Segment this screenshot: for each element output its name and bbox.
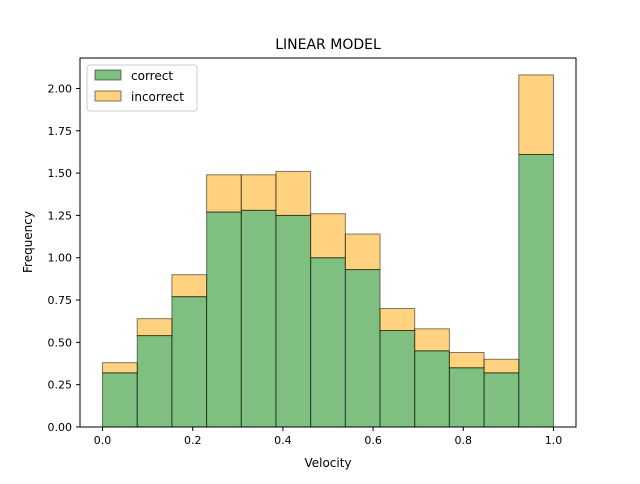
bar-incorrect-8 xyxy=(379,308,416,332)
plot-frame xyxy=(79,57,577,428)
x-tick-label: 0.4 xyxy=(274,434,292,447)
y-axis-label: Frequency xyxy=(21,211,35,273)
bar-incorrect-5 xyxy=(275,170,312,216)
chart-title: LINEAR MODEL xyxy=(275,37,381,53)
legend-label-incorrect: incorrect xyxy=(131,90,184,104)
x-tick-label: 0.8 xyxy=(455,434,473,447)
bar-correct-1 xyxy=(136,335,173,428)
bar-incorrect-1 xyxy=(136,318,173,337)
y-tick-label: 0.25 xyxy=(48,379,73,392)
bar-incorrect-7 xyxy=(344,233,381,271)
x-axis: 0.0 0.2 0.4 0.6 0.8 1.0 xyxy=(94,427,562,447)
bar-correct-9 xyxy=(414,350,450,428)
y-tick-label: 1.75 xyxy=(48,125,73,138)
bar-correct-4 xyxy=(240,209,277,428)
legend-swatch-incorrect xyxy=(94,90,122,102)
bar-incorrect-2 xyxy=(171,274,208,298)
bar-correct-8 xyxy=(379,330,416,428)
legend: correct incorrect xyxy=(86,64,198,112)
bar-correct-6 xyxy=(310,257,346,428)
x-axis-label: Velocity xyxy=(304,456,351,470)
bar-correct-10 xyxy=(448,367,485,428)
bars-layer xyxy=(102,74,554,428)
bar-correct-7 xyxy=(344,269,381,428)
y-axis: 0.00 0.25 0.50 0.75 1.00 1.25 1.50 1.75 2.00 xyxy=(48,82,80,434)
bar-incorrect-0 xyxy=(102,362,138,374)
bar-correct-5 xyxy=(275,214,312,428)
bar-incorrect-6 xyxy=(310,213,346,259)
y-tick-label: 0.00 xyxy=(48,421,73,434)
bar-incorrect-3 xyxy=(206,174,242,213)
legend-label-correct: correct xyxy=(131,69,173,83)
bar-correct-12 xyxy=(518,153,554,428)
y-tick-label: 1.50 xyxy=(48,167,73,180)
legend-swatch-correct xyxy=(94,69,122,81)
y-tick-label: 2.00 xyxy=(48,82,73,95)
bar-incorrect-10 xyxy=(448,352,485,369)
x-tick-label: 1.0 xyxy=(545,434,563,447)
x-tick-label: 0.2 xyxy=(184,434,202,447)
bar-correct-3 xyxy=(206,211,242,428)
bar-correct-0 xyxy=(102,372,138,428)
y-tick-label: 0.50 xyxy=(48,336,73,349)
bar-incorrect-11 xyxy=(483,358,520,374)
y-tick-label: 1.25 xyxy=(48,209,73,222)
y-tick-label: 0.75 xyxy=(48,294,73,307)
x-tick-label: 0.0 xyxy=(94,434,112,447)
bar-incorrect-9 xyxy=(414,328,450,352)
y-tick-label: 1.00 xyxy=(48,252,73,265)
bar-correct-2 xyxy=(171,296,208,428)
bar-incorrect-4 xyxy=(240,174,277,211)
bar-correct-11 xyxy=(483,372,520,428)
x-tick-label: 0.6 xyxy=(364,434,382,447)
bar-incorrect-12 xyxy=(518,74,554,155)
